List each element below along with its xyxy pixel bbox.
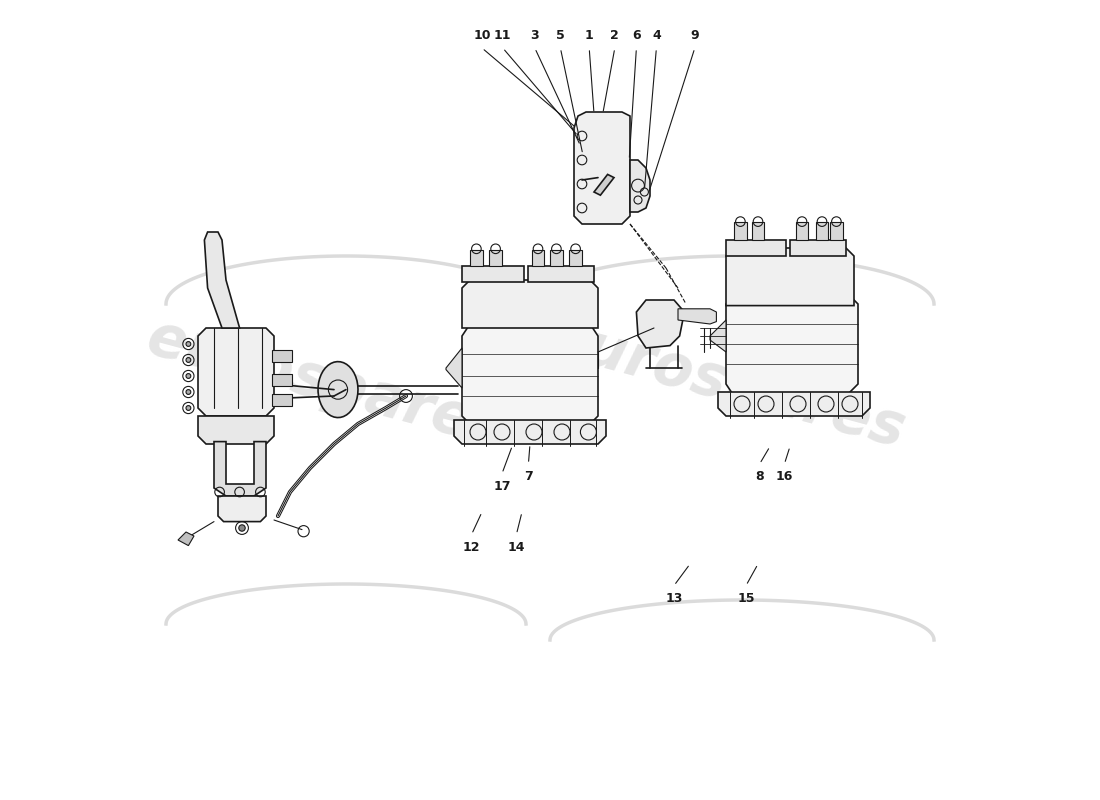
Polygon shape [198,328,274,416]
Polygon shape [637,300,684,348]
Text: 14: 14 [508,541,525,554]
FancyBboxPatch shape [490,250,502,266]
Text: eurospares: eurospares [141,309,512,459]
Polygon shape [446,348,462,388]
FancyBboxPatch shape [569,250,582,266]
Text: 5: 5 [556,29,564,42]
Polygon shape [710,320,726,352]
Polygon shape [214,442,266,496]
Text: 2: 2 [610,29,619,42]
FancyBboxPatch shape [734,222,747,240]
Text: 9: 9 [691,29,700,42]
Polygon shape [726,240,786,256]
Polygon shape [594,174,614,195]
Polygon shape [462,266,525,282]
Polygon shape [318,362,358,418]
Polygon shape [205,232,240,328]
Circle shape [239,525,245,531]
Text: 8: 8 [756,470,763,483]
FancyBboxPatch shape [550,250,563,266]
Text: 15: 15 [737,592,755,605]
Circle shape [186,342,190,346]
Text: 16: 16 [776,470,793,483]
Polygon shape [454,420,606,444]
Polygon shape [218,496,266,522]
FancyBboxPatch shape [272,394,292,406]
FancyBboxPatch shape [751,222,764,240]
Text: 12: 12 [463,541,481,554]
Circle shape [186,358,190,362]
Text: 4: 4 [652,29,661,42]
FancyBboxPatch shape [815,222,828,240]
Text: 3: 3 [530,29,539,42]
Polygon shape [462,324,598,424]
Polygon shape [574,112,630,224]
FancyBboxPatch shape [795,222,808,240]
Text: 6: 6 [632,29,640,42]
Circle shape [186,406,190,410]
FancyBboxPatch shape [531,250,544,266]
Polygon shape [790,240,846,256]
Text: 13: 13 [666,592,683,605]
Polygon shape [462,280,598,328]
Text: 1: 1 [585,29,594,42]
Polygon shape [528,266,594,282]
Text: 11: 11 [494,29,512,42]
Polygon shape [678,309,716,324]
Circle shape [186,374,190,378]
FancyBboxPatch shape [470,250,483,266]
Text: eurospares: eurospares [540,309,912,459]
Polygon shape [198,416,274,444]
Text: 7: 7 [524,470,532,483]
FancyBboxPatch shape [830,222,843,240]
Polygon shape [726,248,854,306]
Polygon shape [718,392,870,416]
FancyBboxPatch shape [272,374,292,386]
Circle shape [186,390,190,394]
Text: 10: 10 [473,29,491,42]
FancyBboxPatch shape [272,350,292,362]
Polygon shape [726,292,858,396]
Text: 17: 17 [493,480,510,493]
Polygon shape [630,160,650,212]
Polygon shape [178,532,194,546]
